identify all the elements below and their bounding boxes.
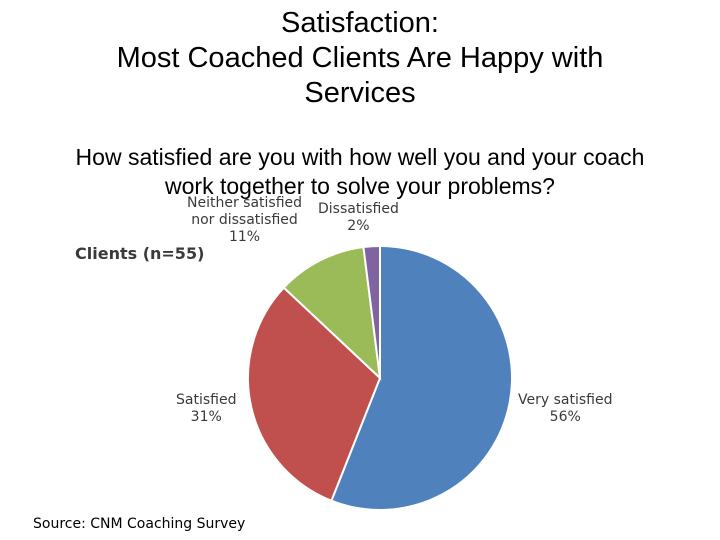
pie-slice-dissatisfied [362,244,381,379]
slice-label-dissatisfied: Dissatisfied 2% [318,201,399,235]
slice-label-satisfied-text: Satisfied [176,392,237,408]
slice-label-dissatisfied-text: Dissatisfied [318,201,399,217]
title-line-1: Satisfaction: [281,7,439,39]
slice-label-neither-line-1: Neither satisfied [187,195,303,211]
slice-label-neither: Neither satisfied nor dissatisfied 11% [187,195,302,246]
slice-value-neither: 11% [228,229,261,245]
title-line-2: Most Coached Clients Are Happy with [116,42,604,74]
slice-label-satisfied: Satisfied 31% [176,392,236,426]
pie-slice-satisfied [247,286,382,503]
slide-title: Satisfaction: Most Coached Clients Are H… [0,6,720,111]
source-note: Source: CNM Coaching Survey [33,516,246,532]
survey-question: How satisfied are you with how well you … [0,143,720,201]
question-line-1: How satisfied are you with how well you … [75,144,645,170]
slice-label-very-satisfied: Very satisfied 56% [518,392,612,426]
slice-value-satisfied: 31% [190,409,222,425]
title-line-3: Services [304,77,416,109]
question-line-2: work together to solve your problems? [165,173,555,199]
sample-size-label: Clients (n=55) [75,244,205,263]
slice-label-neither-line-2: nor dissatisfied [191,212,298,228]
slice-value-very-satisfied: 56% [549,409,581,425]
pie-slice-neither [282,245,382,381]
slice-label-very-satisfied-text: Very satisfied [518,392,613,408]
pie-slice-very-satisfied [330,244,513,511]
slice-value-dissatisfied: 2% [347,218,370,234]
